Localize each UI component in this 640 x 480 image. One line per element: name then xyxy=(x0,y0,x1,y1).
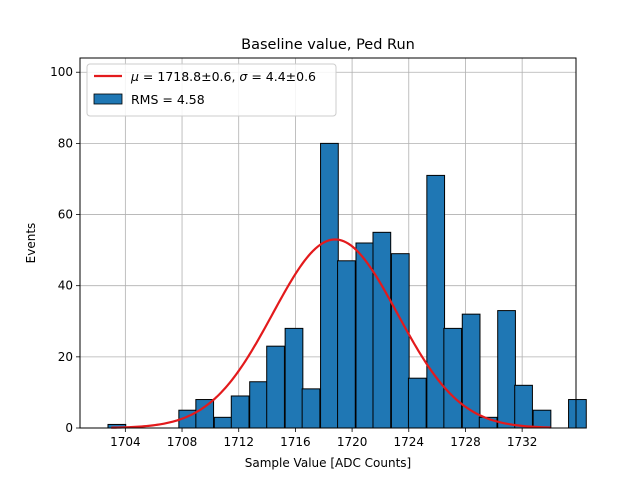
histogram-bars xyxy=(107,142,587,429)
y-tick-label: 100 xyxy=(50,65,73,79)
histogram-bar xyxy=(195,399,215,429)
y-tick-label: 60 xyxy=(58,208,73,222)
gaussian-fit-curve xyxy=(111,238,551,429)
histogram-bar xyxy=(284,327,304,429)
histogram-bar xyxy=(266,345,285,429)
x-tick-label: 1708 xyxy=(167,435,198,449)
x-axis-label: Sample Value [ADC Counts] xyxy=(245,456,411,470)
x-tick-label: 1720 xyxy=(337,435,368,449)
histogram-bar xyxy=(390,253,410,429)
x-tick-label: 1724 xyxy=(394,435,425,449)
x-tick-label: 1716 xyxy=(280,435,311,449)
legend: μ = 1718.8±0.6, σ = 4.4±0.6 RMS = 4.58 xyxy=(86,63,337,117)
y-tick-label: 0 xyxy=(65,421,73,435)
legend-sigma-symbol: σ xyxy=(239,69,248,84)
legend-histogram-label: RMS = 4.58 xyxy=(131,92,205,107)
x-tick-label: 1712 xyxy=(223,435,254,449)
histogram-bar xyxy=(532,409,552,429)
histogram-bar xyxy=(320,142,339,429)
histogram-bar xyxy=(372,231,392,429)
legend-box xyxy=(86,63,337,117)
histogram-bar xyxy=(426,174,446,429)
histogram-bar xyxy=(230,395,250,429)
x-tick-label: 1728 xyxy=(450,435,481,449)
legend-sigma-text: = 4.4±0.6 xyxy=(247,69,316,84)
y-tick-label: 20 xyxy=(58,350,73,364)
histogram-bar xyxy=(568,399,587,429)
histogram-bar xyxy=(301,388,321,429)
plot-frame xyxy=(79,57,577,429)
x-tick-label: 1704 xyxy=(110,435,141,449)
y-tick-label: 80 xyxy=(58,136,73,150)
y-tick-label: 40 xyxy=(58,279,73,293)
histogram-bar xyxy=(514,384,533,429)
legend-mu-symbol: μ xyxy=(130,69,139,84)
legend-histogram-swatch xyxy=(93,93,123,105)
histogram-bar xyxy=(355,242,375,429)
y-axis-label: Events xyxy=(24,223,38,264)
histogram-bar xyxy=(337,260,356,429)
histogram-bar xyxy=(407,377,427,429)
histogram-bar xyxy=(443,327,463,429)
legend-mu-text: = 1718.8±0.6, xyxy=(139,69,239,84)
legend-fit-label: μ = 1718.8±0.6, σ = 4.4±0.6 xyxy=(130,69,316,84)
histogram-bar xyxy=(213,416,233,429)
histogram-bar xyxy=(249,381,268,429)
chart-title: Baseline value, Ped Run xyxy=(241,37,415,53)
x-tick-label: 1732 xyxy=(507,435,538,449)
x-axis-ticks: 1704 1708 1712 1716 1720 1724 1728 1732 xyxy=(110,428,537,449)
histogram-bar xyxy=(497,310,516,429)
y-axis-ticks: 0 20 40 60 80 100 xyxy=(50,65,80,435)
